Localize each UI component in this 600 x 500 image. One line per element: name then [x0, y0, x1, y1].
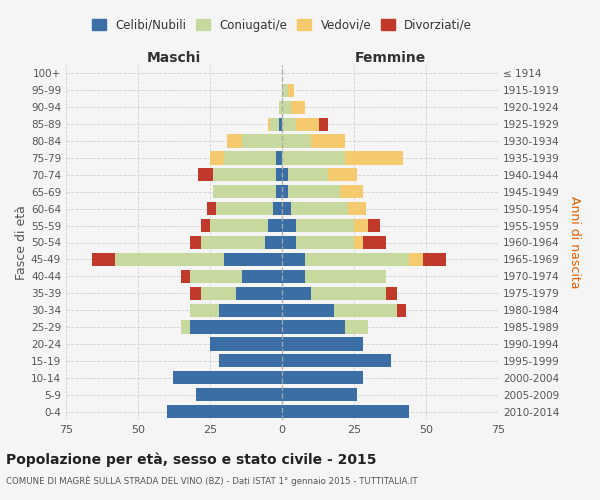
Bar — [282, 354, 391, 368]
Bar — [368, 219, 380, 232]
Legend: Celibi/Nubili, Coniugati/e, Vedovi/e, Divorziati/e: Celibi/Nubili, Coniugati/e, Vedovi/e, Di… — [87, 14, 477, 36]
Bar — [218, 304, 282, 316]
Bar — [282, 219, 296, 232]
Bar — [348, 202, 365, 215]
Bar — [210, 338, 282, 350]
Bar — [282, 304, 334, 316]
Bar — [167, 405, 282, 418]
Bar — [340, 185, 362, 198]
Bar — [282, 185, 288, 198]
Bar — [386, 286, 397, 300]
Bar — [305, 253, 409, 266]
Bar — [181, 270, 190, 283]
Bar — [242, 134, 282, 147]
Bar — [305, 270, 386, 283]
Y-axis label: Anni di nascita: Anni di nascita — [568, 196, 581, 289]
Y-axis label: Fasce di età: Fasce di età — [15, 205, 28, 280]
Bar — [279, 100, 282, 114]
Bar — [282, 84, 288, 97]
Bar — [202, 286, 236, 300]
Bar — [181, 320, 190, 334]
Bar — [265, 236, 282, 249]
Bar — [409, 253, 423, 266]
Bar — [296, 118, 319, 131]
Bar — [236, 286, 282, 300]
Bar — [311, 286, 386, 300]
Bar — [282, 405, 409, 418]
Bar — [282, 100, 290, 114]
Bar — [92, 253, 115, 266]
Bar — [282, 134, 311, 147]
Bar — [296, 219, 354, 232]
Bar — [190, 270, 242, 283]
Bar — [282, 388, 357, 401]
Bar — [423, 253, 446, 266]
Bar — [346, 320, 368, 334]
Bar — [354, 236, 362, 249]
Bar — [227, 134, 242, 147]
Bar — [242, 270, 282, 283]
Bar — [210, 152, 224, 164]
Bar — [282, 152, 346, 164]
Bar — [268, 219, 282, 232]
Bar — [196, 388, 282, 401]
Bar — [173, 371, 282, 384]
Bar — [213, 168, 276, 181]
Bar — [397, 304, 406, 316]
Bar — [282, 236, 296, 249]
Bar — [207, 202, 216, 215]
Bar — [271, 118, 279, 131]
Bar — [290, 100, 305, 114]
Bar — [115, 253, 224, 266]
Bar — [282, 270, 305, 283]
Text: Maschi: Maschi — [147, 51, 201, 65]
Bar — [282, 338, 362, 350]
Bar — [282, 168, 288, 181]
Bar — [216, 202, 274, 215]
Bar — [328, 168, 357, 181]
Bar — [311, 134, 346, 147]
Bar — [202, 219, 210, 232]
Bar — [190, 320, 282, 334]
Bar — [290, 202, 348, 215]
Bar — [224, 152, 276, 164]
Bar — [276, 168, 282, 181]
Bar — [202, 236, 265, 249]
Bar — [296, 236, 354, 249]
Bar — [199, 168, 213, 181]
Bar — [190, 236, 202, 249]
Text: Femmine: Femmine — [355, 51, 425, 65]
Bar — [218, 354, 282, 368]
Bar — [268, 118, 271, 131]
Bar — [346, 152, 403, 164]
Bar — [282, 253, 305, 266]
Bar — [282, 286, 311, 300]
Bar — [210, 219, 268, 232]
Bar — [190, 286, 202, 300]
Bar — [319, 118, 328, 131]
Bar — [274, 202, 282, 215]
Bar — [190, 304, 218, 316]
Bar — [282, 320, 346, 334]
Bar — [282, 371, 362, 384]
Bar — [279, 118, 282, 131]
Bar — [282, 202, 290, 215]
Bar — [224, 253, 282, 266]
Bar — [288, 84, 293, 97]
Bar — [276, 185, 282, 198]
Text: Popolazione per età, sesso e stato civile - 2015: Popolazione per età, sesso e stato civil… — [6, 452, 377, 467]
Text: COMUNE DI MAGRÈ SULLA STRADA DEL VINO (BZ) - Dati ISTAT 1° gennaio 2015 - TUTTIT: COMUNE DI MAGRÈ SULLA STRADA DEL VINO (B… — [6, 476, 418, 486]
Bar — [354, 219, 368, 232]
Bar — [282, 118, 296, 131]
Bar — [334, 304, 397, 316]
Bar — [362, 236, 386, 249]
Bar — [288, 168, 328, 181]
Bar — [276, 152, 282, 164]
Bar — [288, 185, 340, 198]
Bar — [213, 185, 276, 198]
